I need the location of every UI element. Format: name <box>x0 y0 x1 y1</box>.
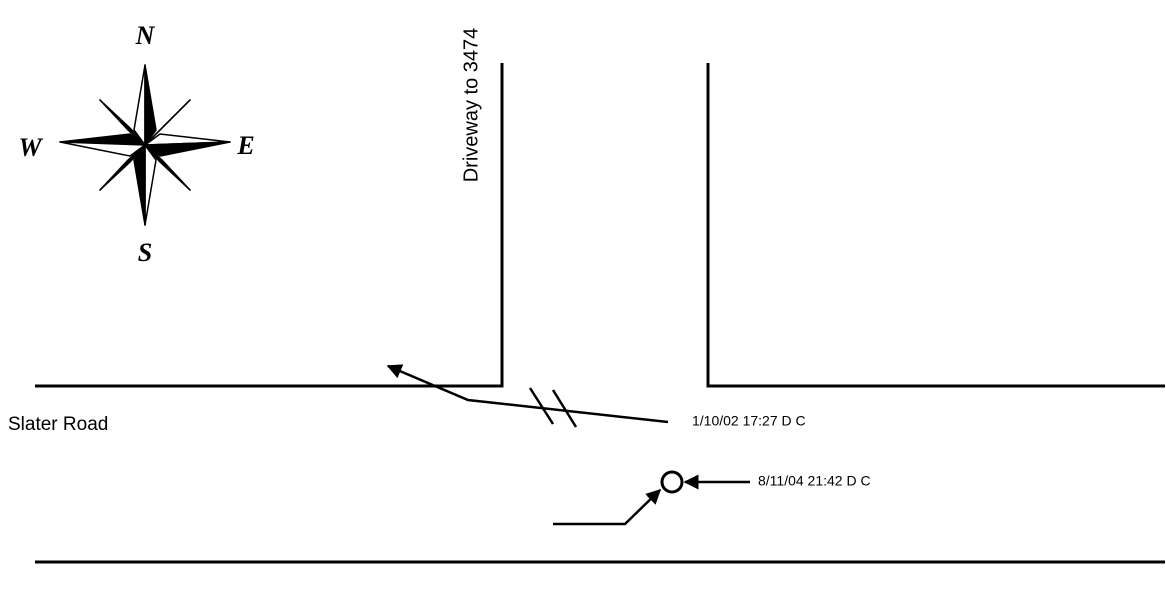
road-label: Slater Road <box>8 414 108 435</box>
skid-mark <box>551 389 578 428</box>
compass-west: W <box>18 133 43 162</box>
compass-south: S <box>138 238 152 267</box>
collision-label: 8/11/04 21:42 D C <box>758 473 871 489</box>
road-edge <box>706 63 1165 388</box>
compass-east: E <box>236 131 254 160</box>
fixed-object <box>660 470 684 494</box>
vehicle-path <box>386 364 669 424</box>
road-edge <box>35 63 504 388</box>
skid-mark <box>528 387 555 425</box>
vehicle-path <box>553 488 662 526</box>
collision-label: 1/10/02 17:27 D C <box>692 413 806 429</box>
compass-rose <box>59 64 231 226</box>
driveway-label: Driveway to 3474 <box>460 28 482 183</box>
compass-north: N <box>135 21 156 50</box>
